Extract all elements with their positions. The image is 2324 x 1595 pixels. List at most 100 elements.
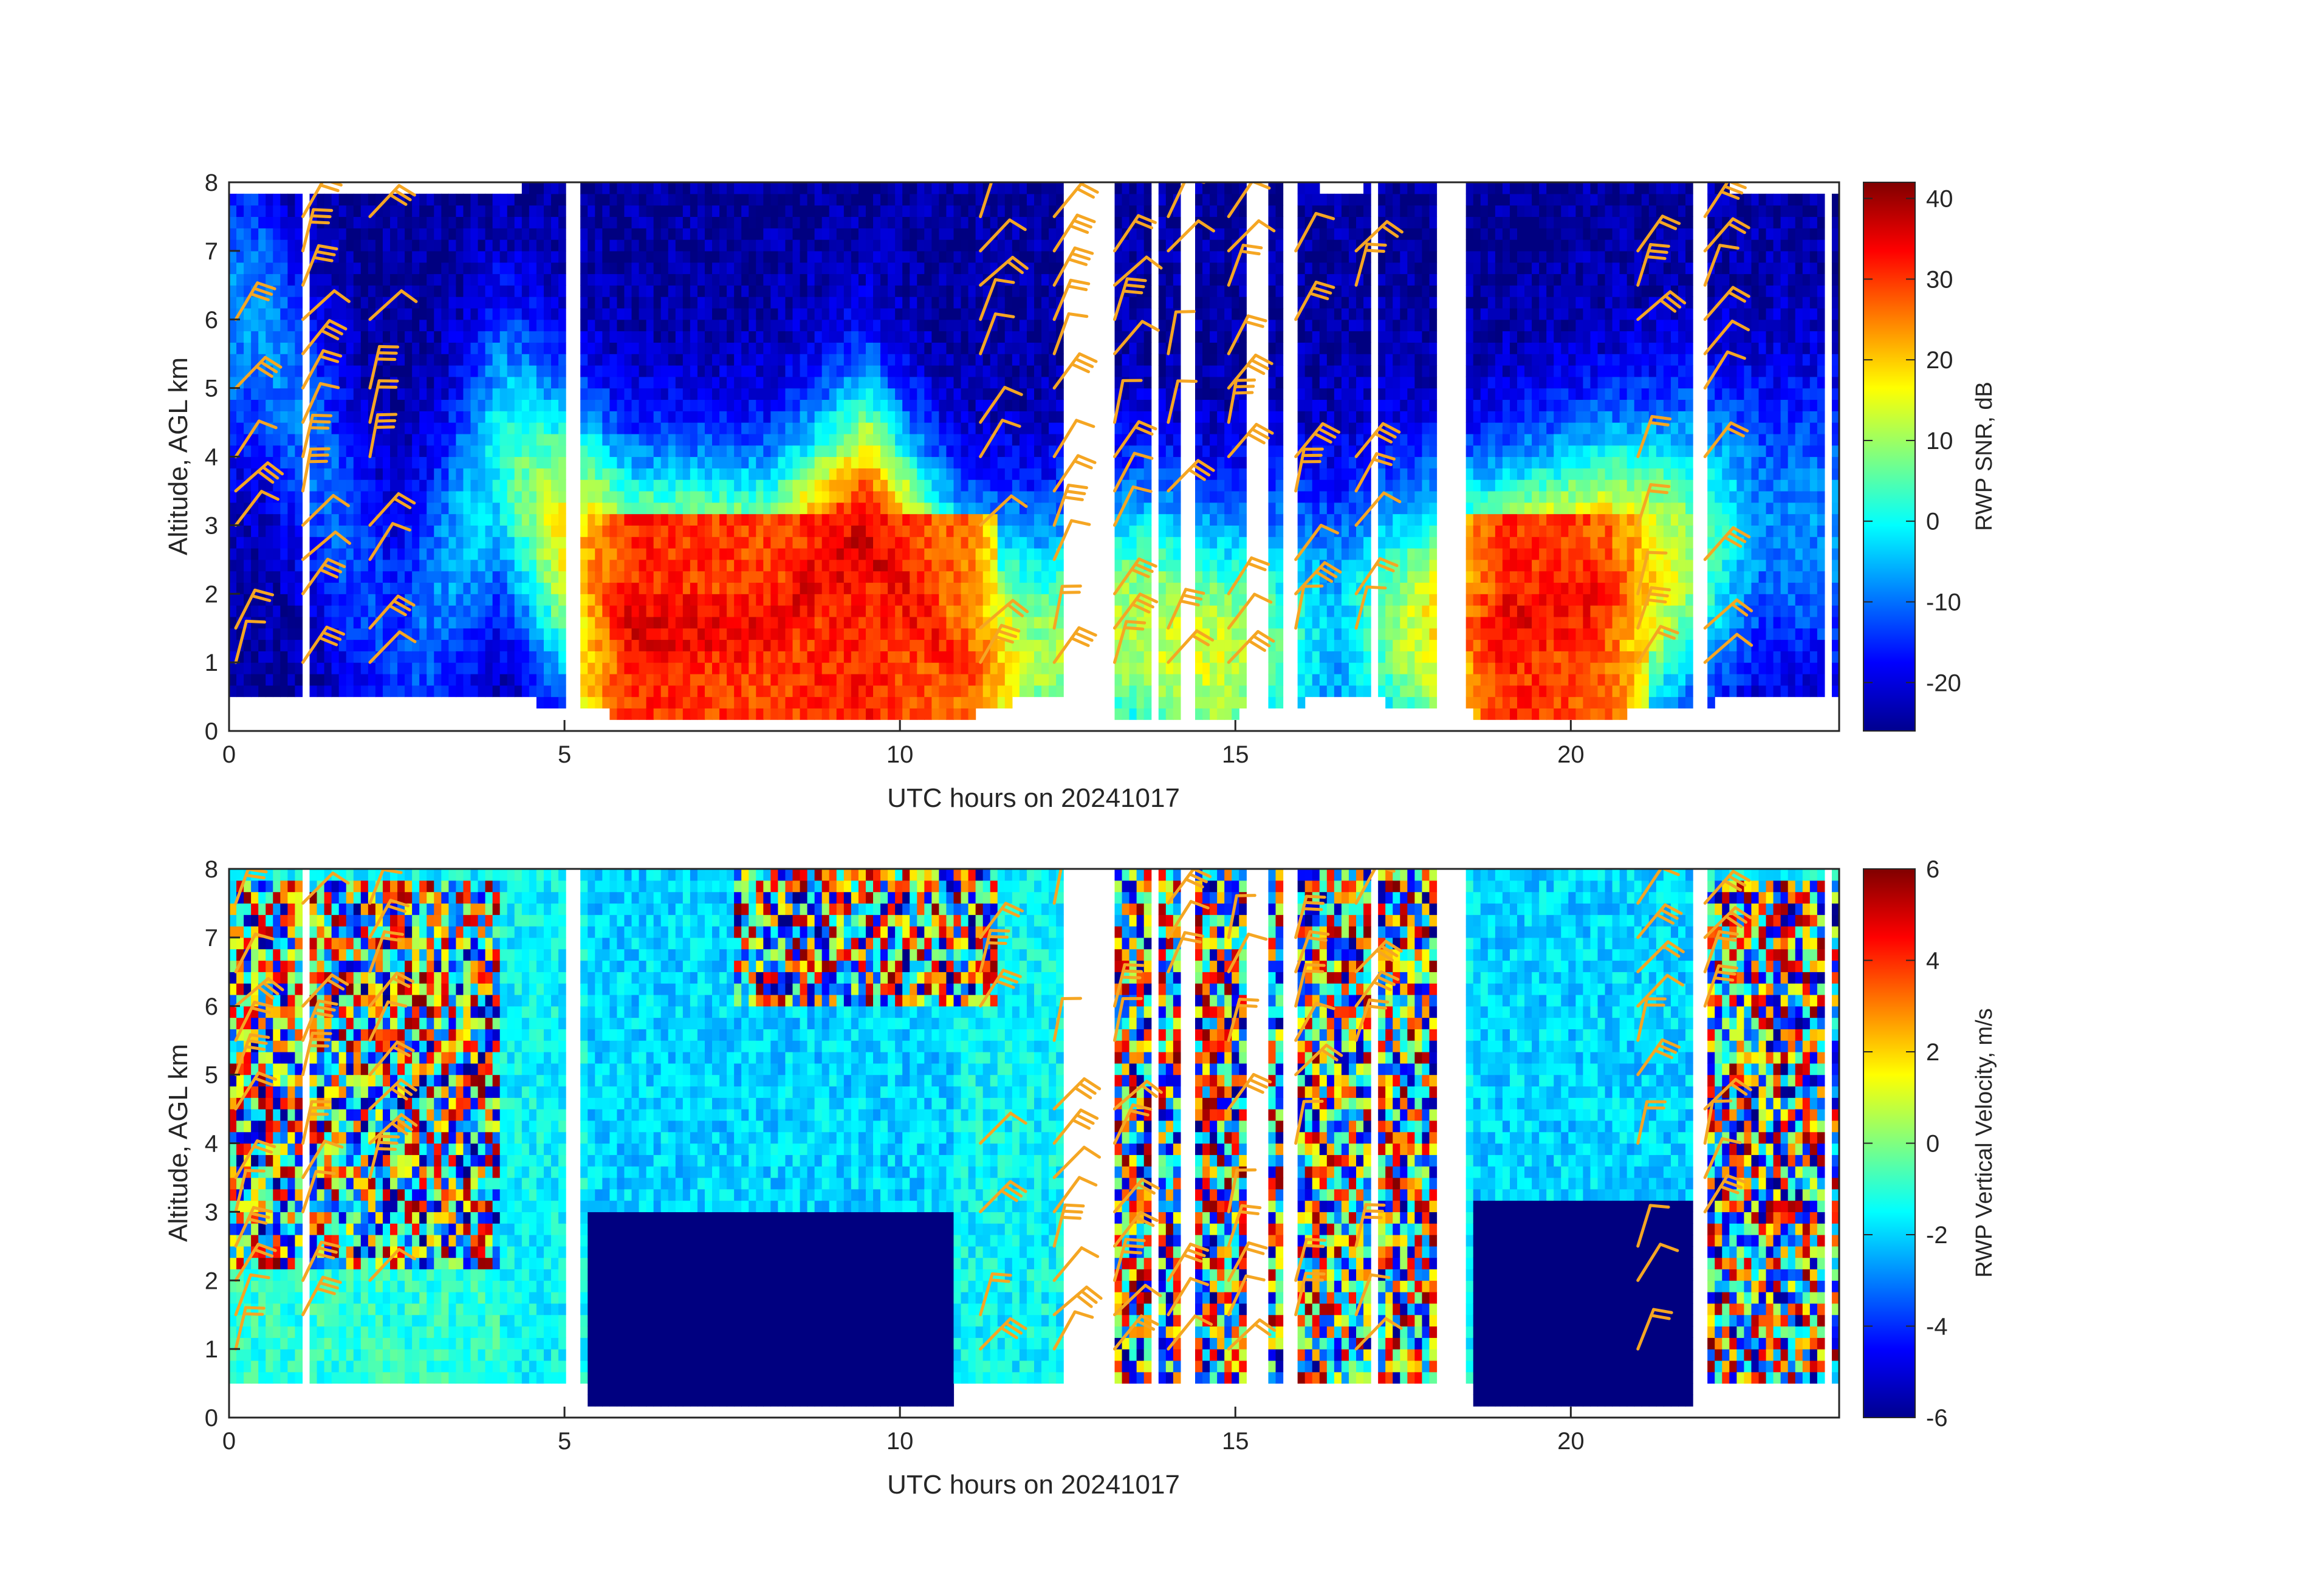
snr-cell [865,696,874,708]
snr-cell [529,537,537,549]
snr-cell [749,456,756,468]
snr-cell [880,696,888,708]
snr-cell [814,502,823,515]
snr-cell [865,228,874,240]
snr-cell [697,582,705,594]
snr-cell [749,297,756,309]
snr-cell [521,548,530,560]
snr-cell [888,319,896,332]
snr-cell [624,399,632,411]
snr-cell [668,696,676,708]
snr-cell [704,673,713,686]
snr-cell [829,342,837,354]
snr-cell [617,479,625,492]
snr-cell [631,411,640,423]
snr-cell [982,502,991,515]
snr-cell [924,490,932,503]
snr-cell [595,365,603,377]
snr-cell [1019,513,1027,526]
snr-cell [727,639,735,651]
snr-cell [697,525,705,537]
snr-cell [382,262,391,275]
snr-cell [888,365,896,377]
snr-cell [843,662,852,674]
snr-cell [595,319,603,332]
snr-cell [507,616,515,629]
snr-cell [244,205,252,218]
snr-cell [675,319,684,332]
snr-cell [880,285,888,297]
snr-cell [470,399,479,411]
snr-cell [997,525,1006,537]
snr-cell [763,228,771,240]
snr-cell [675,331,684,343]
snr-cell [807,537,815,549]
snr-cell [792,411,801,423]
snr-cell [1019,307,1027,320]
snr-cell [704,273,713,286]
snr-cell [346,605,354,617]
snr-cell [1041,456,1049,468]
snr-cell [543,285,552,297]
snr-cell [917,468,925,480]
snr-cell [382,250,391,263]
snr-cell [397,582,405,594]
snr-cell [829,307,837,320]
snr-cell [997,342,1006,354]
snr-cell [843,228,852,240]
snr-cell [558,582,566,594]
snr-cell [280,685,288,698]
snr-cell [756,605,764,617]
snr-cell [441,479,449,492]
snr-cell [821,205,830,218]
snr-cell [727,708,735,720]
snr-cell [617,193,625,206]
snr-cell [1034,307,1042,320]
snr-cell [639,616,647,629]
snr-cell [888,571,896,583]
snr-cell [346,468,354,480]
snr-cell [953,319,962,332]
snr-cell [639,628,647,640]
snr-cell [910,445,917,458]
snr-cell [470,490,479,503]
snr-cell [653,297,662,309]
snr-cell [368,537,376,549]
snr-cell [704,502,713,515]
snr-cell [946,479,955,492]
snr-cell [712,376,720,389]
snr-cell [427,548,434,560]
snr-cell [1012,354,1020,366]
snr-cell [412,582,420,594]
snr-cell [1041,571,1049,583]
snr-cell [492,605,501,617]
snr-cell [331,685,340,698]
snr-cell [588,445,595,458]
snr-cell [485,365,493,377]
snr-cell [368,525,376,537]
snr-cell [741,548,749,560]
snr-cell [888,433,896,446]
snr-cell [1049,662,1057,674]
snr-cell [295,468,303,480]
snr-cell [821,422,830,434]
snr-cell [485,285,493,297]
snr-cell [741,376,749,389]
snr-cell [441,456,449,468]
snr-cell [229,399,237,411]
snr-cell [814,273,823,286]
snr-cell [719,537,727,549]
snr-cell [624,708,632,720]
snr-cell [763,239,771,252]
snr-cell [543,433,552,446]
snr-cell [434,285,442,297]
snr-cell [507,205,515,218]
snr-cell [814,239,823,252]
snr-cell [668,307,676,320]
snr-cell [778,548,786,560]
snr-cell [470,479,479,492]
snr-cell [873,250,881,263]
snr-cell [924,193,932,206]
snr-cell [968,582,976,594]
snr-cell [727,331,735,343]
